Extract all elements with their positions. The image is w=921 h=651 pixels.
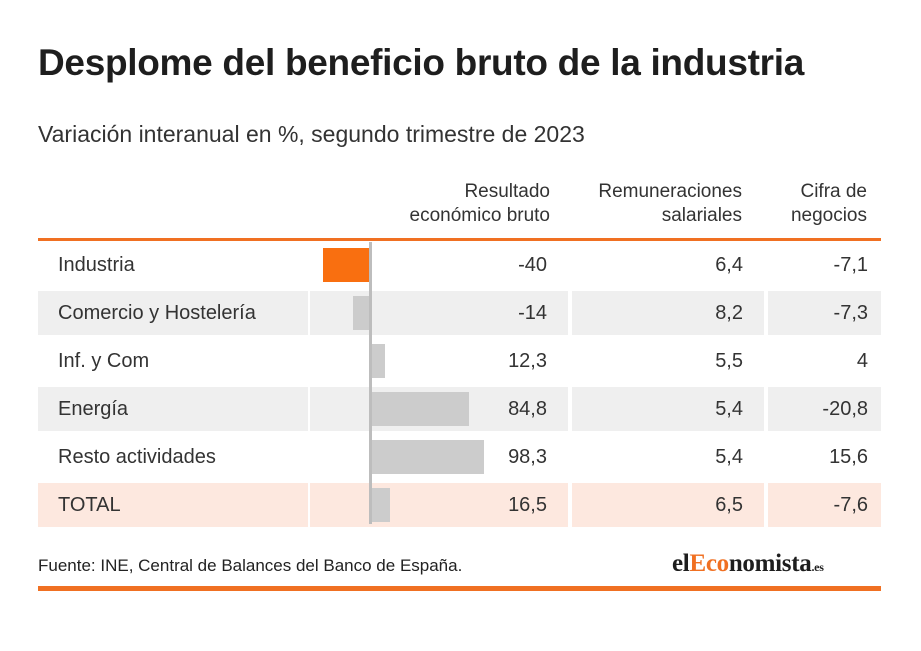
resultado-value: 12,3	[508, 350, 547, 372]
cifra-value: 4	[856, 350, 868, 372]
chart-title: Desplome del beneficio bruto de la indus…	[38, 42, 804, 83]
column-header-remuneraciones: Remuneraciones salariales	[598, 181, 742, 226]
table-row: Energía 84,8 5,4 -20,8	[38, 387, 881, 431]
remuneraciones-cell	[572, 483, 764, 527]
cifra-cell	[768, 291, 881, 335]
row-label: Industria	[58, 254, 135, 276]
row-label: Comercio y Hostelería	[58, 302, 256, 324]
row-label: Resto actividades	[58, 446, 216, 468]
remuneraciones-value: 6,5	[715, 494, 743, 516]
row-label-cell	[38, 483, 308, 527]
footer-divider	[38, 586, 881, 591]
cifra-cell	[768, 483, 881, 527]
table-row: Comercio y Hostelería -14 8,2 -7,3	[38, 291, 881, 335]
bar-zero-axis	[369, 242, 372, 524]
table-row: Industria -40 6,4 -7,1	[38, 243, 881, 287]
row-label: TOTAL	[58, 494, 121, 516]
resultado-bar	[352, 296, 369, 330]
cifra-value: -7,6	[833, 494, 868, 516]
header-divider	[38, 238, 881, 241]
table-row: Resto actividades 98,3 5,4 15,6	[38, 435, 881, 479]
resultado-bar	[371, 488, 390, 522]
source-note: Fuente: INE, Central de Balances del Ban…	[38, 556, 463, 575]
resultado-value: 98,3	[508, 446, 547, 468]
table-row: TOTAL 16,5 6,5 -7,6	[38, 483, 881, 527]
cifra-value: -20,8	[822, 398, 868, 420]
remuneraciones-cell	[572, 387, 764, 431]
resultado-value: -14	[518, 302, 547, 324]
table-row: Inf. y Com 12,3 5,5 4	[38, 339, 881, 383]
remuneraciones-value: 6,4	[715, 254, 743, 276]
resultado-bar	[323, 248, 369, 282]
row-label: Inf. y Com	[58, 350, 150, 372]
resultado-bar	[371, 440, 485, 474]
column-header-cifra: Cifra de negocios	[790, 181, 867, 226]
remuneraciones-value: 5,4	[715, 446, 743, 468]
row-label-cell	[38, 291, 308, 335]
remuneraciones-value: 8,2	[715, 302, 743, 324]
cifra-value: -7,3	[833, 302, 868, 324]
resultado-cell	[310, 483, 568, 527]
cifra-value: 15,6	[829, 446, 868, 468]
cifra-value: -7,1	[833, 254, 868, 276]
remuneraciones-cell	[572, 291, 764, 335]
cifra-cell	[768, 387, 881, 431]
resultado-bar	[371, 344, 386, 378]
row-label: Energía	[58, 398, 129, 420]
remuneraciones-value: 5,4	[715, 398, 743, 420]
publisher-logo: elEconomista.es	[672, 550, 824, 577]
resultado-value: 16,5	[508, 494, 547, 516]
chart-subtitle: Variación interanual en %, segundo trime…	[38, 121, 585, 147]
row-label-cell	[38, 387, 308, 431]
resultado-bar	[371, 392, 469, 426]
remuneraciones-value: 5,5	[715, 350, 743, 372]
resultado-value: 84,8	[508, 398, 547, 420]
resultado-value: -40	[518, 254, 547, 276]
column-header-resultado: Resultado económico bruto	[409, 181, 550, 226]
